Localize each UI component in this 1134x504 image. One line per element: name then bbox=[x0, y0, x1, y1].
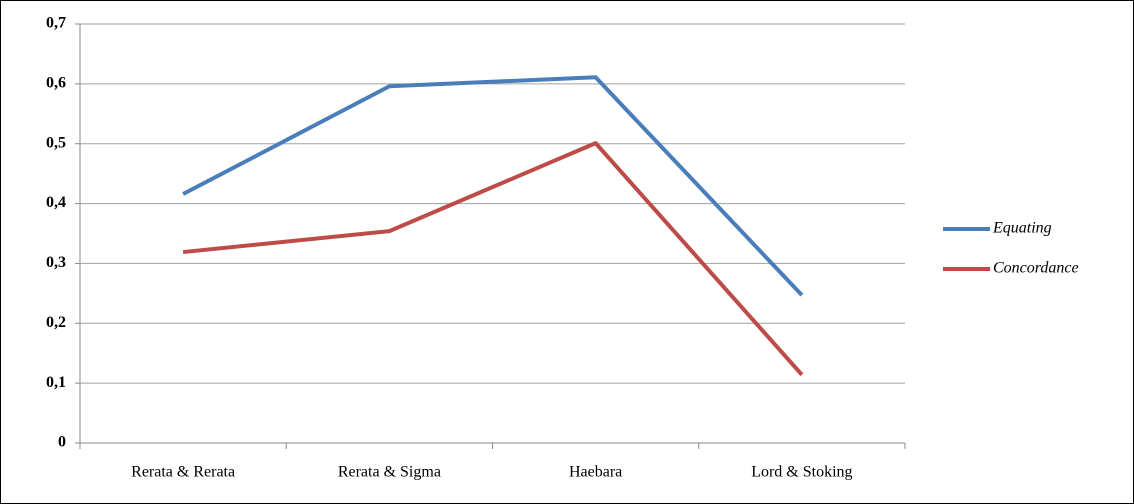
y-tick-label: 0,6 bbox=[46, 75, 66, 92]
x-tick-label: Lord & Stoking bbox=[751, 464, 852, 481]
legend-label: Concordance bbox=[993, 260, 1079, 277]
y-tick-label: 0,2 bbox=[46, 314, 66, 331]
series-line bbox=[182, 75, 804, 297]
y-tick-label: 0 bbox=[58, 434, 66, 451]
x-tick-label: Rerata & Rerata bbox=[131, 464, 235, 481]
y-tick-label: 0,3 bbox=[46, 254, 66, 271]
y-tick-label: 0,7 bbox=[46, 15, 66, 32]
y-tick-label: 0,5 bbox=[46, 134, 66, 151]
y-tick-label: 0,4 bbox=[46, 194, 66, 211]
x-tick-label: Haebara bbox=[569, 464, 622, 481]
y-tick-label: 0,1 bbox=[46, 374, 66, 391]
series-line bbox=[182, 141, 804, 377]
x-tick-label: Rerata & Sigma bbox=[338, 464, 441, 481]
legend-label: Equating bbox=[992, 220, 1052, 237]
